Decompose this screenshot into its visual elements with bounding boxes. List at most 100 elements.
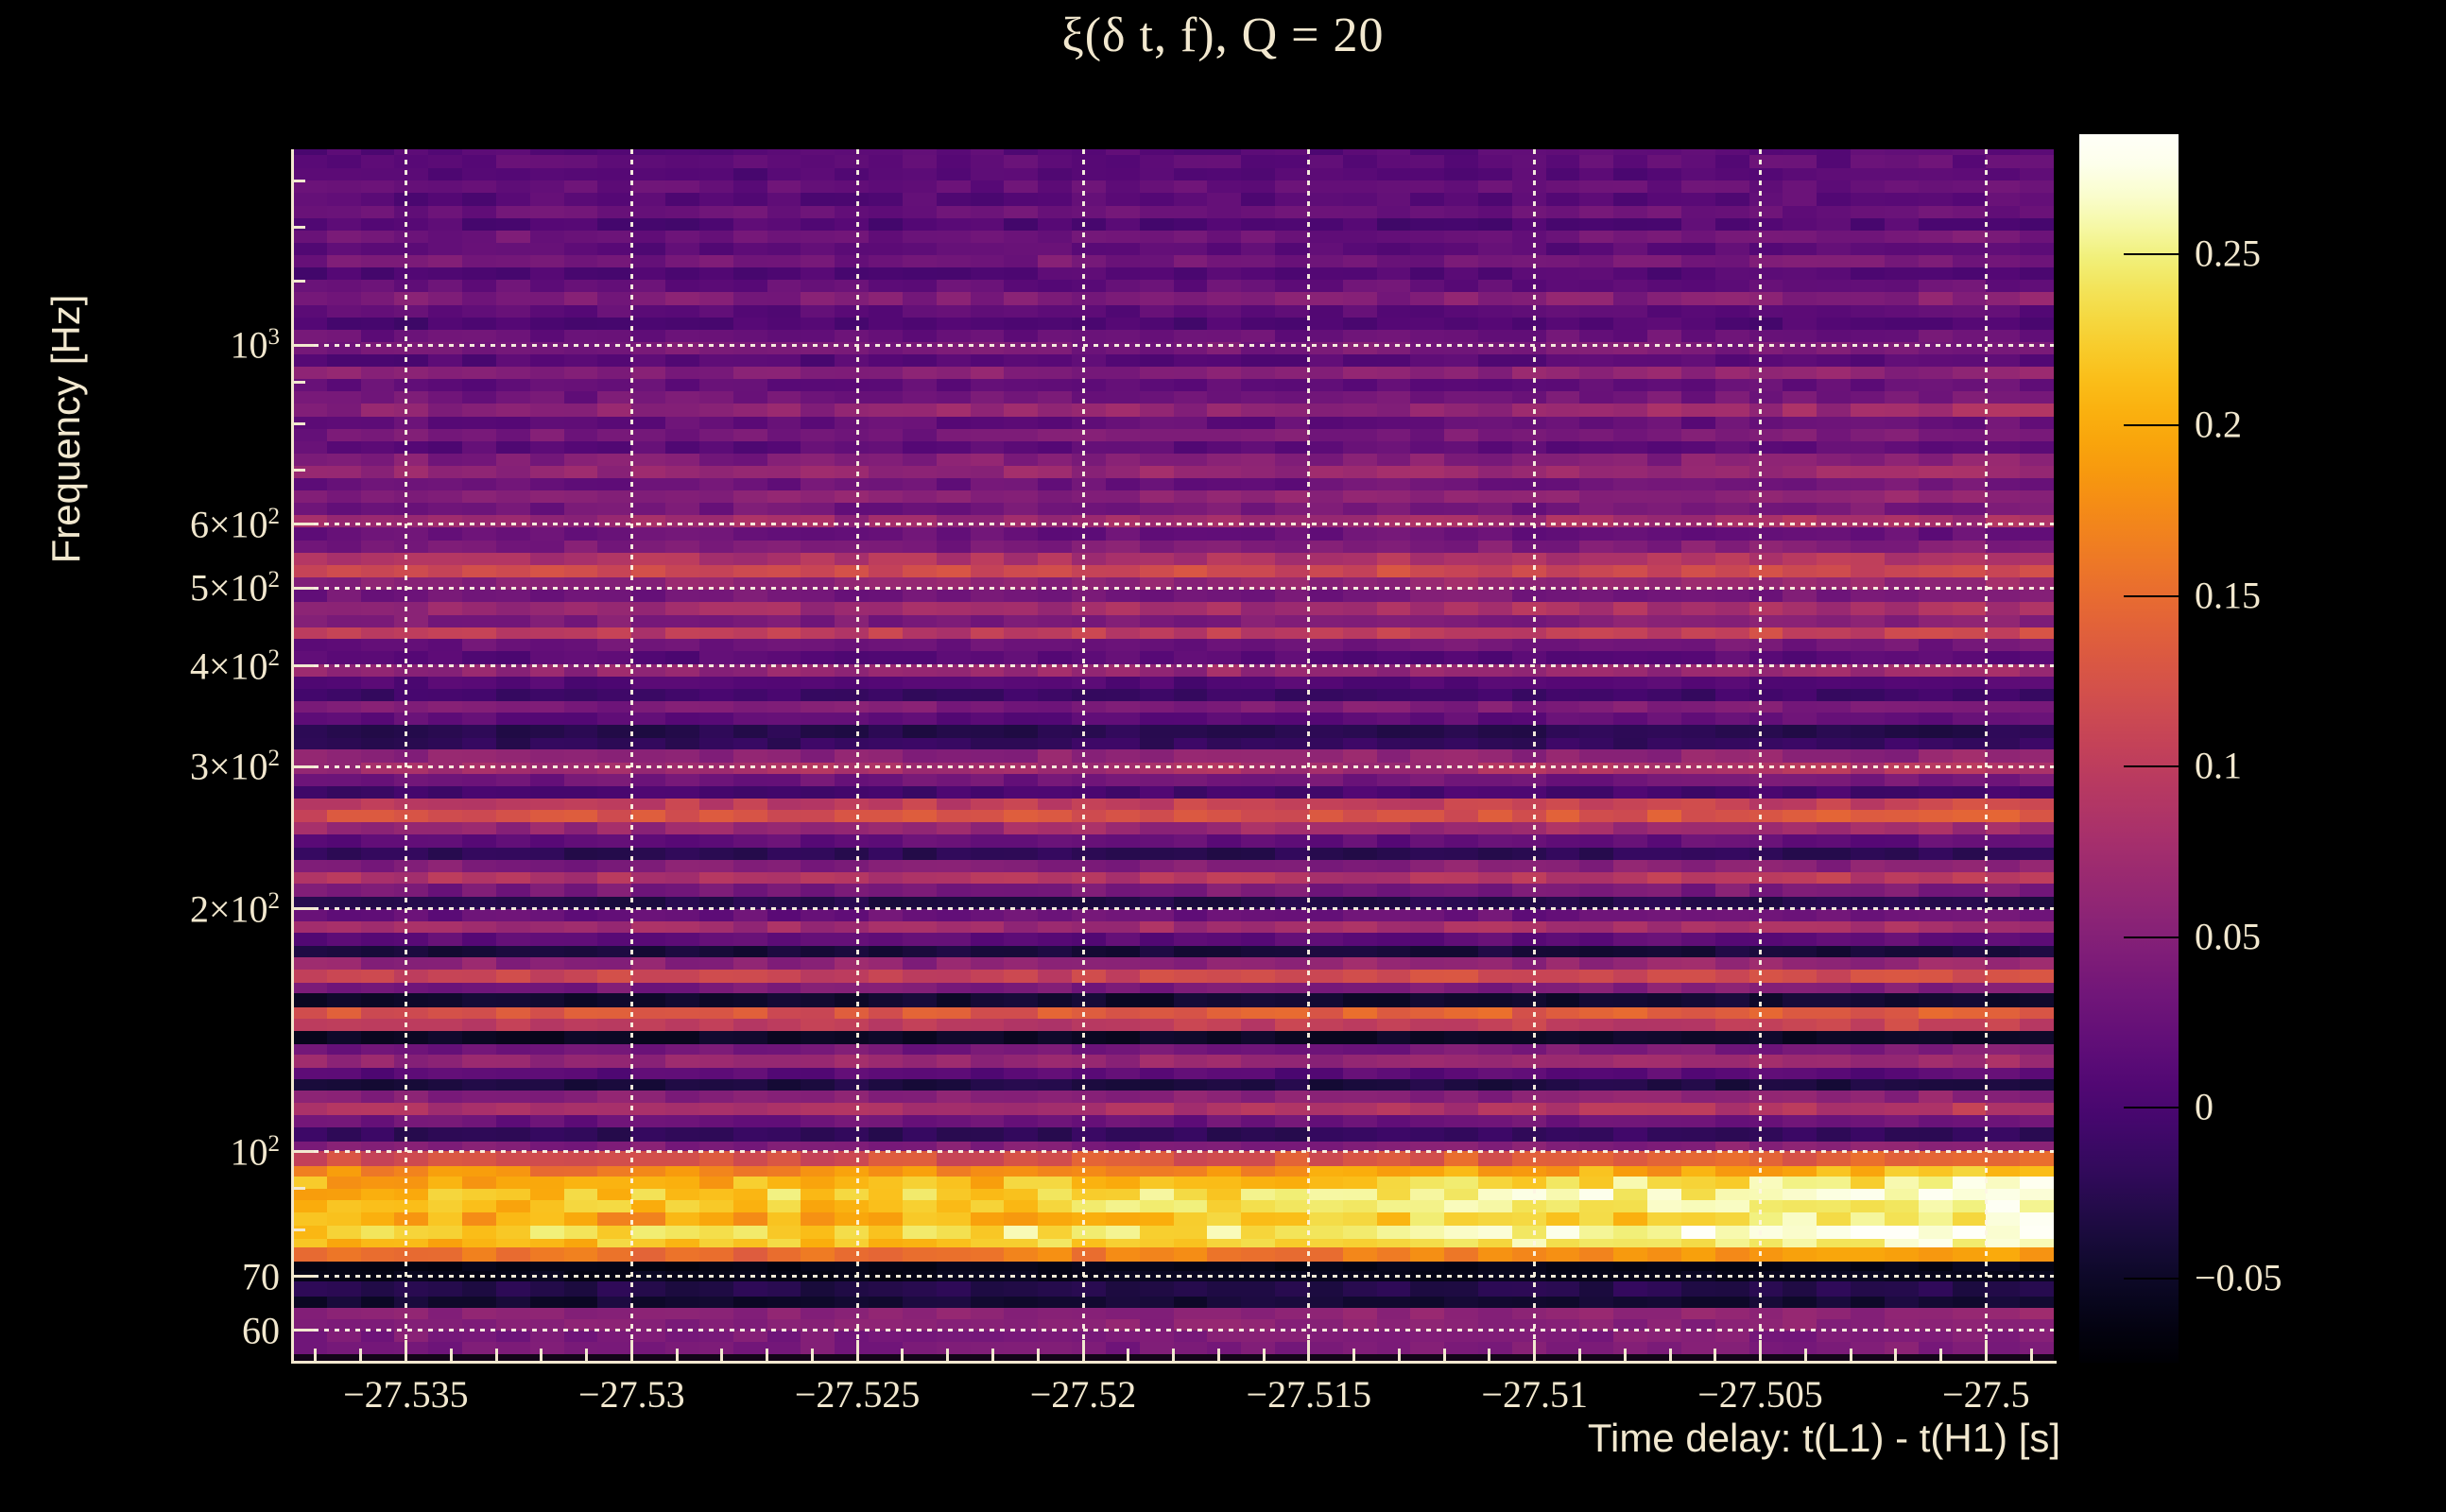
heatmap-cell xyxy=(1207,329,1242,342)
heatmap-cell xyxy=(1545,1151,1580,1166)
heatmap-cell xyxy=(1748,773,1783,786)
heatmap-row xyxy=(293,982,2054,994)
heatmap-cell xyxy=(1783,564,1817,578)
heatmap-cell xyxy=(902,155,937,168)
heatmap-cell xyxy=(1038,379,1073,392)
heatmap-cell xyxy=(1884,1225,1919,1239)
heatmap-cell xyxy=(462,1297,496,1308)
heatmap-cell xyxy=(394,822,429,835)
heatmap-cell xyxy=(631,1238,666,1248)
heatmap-cell xyxy=(1105,1247,1140,1263)
heatmap-cell xyxy=(1376,1238,1411,1248)
heatmap-cell xyxy=(665,217,699,231)
heatmap-cell xyxy=(1410,749,1445,763)
heatmap-cell xyxy=(936,602,971,615)
heatmap-cell xyxy=(767,205,801,218)
heatmap-cell xyxy=(1783,329,1817,342)
heatmap-cell xyxy=(293,725,327,738)
heatmap-cell xyxy=(495,1151,530,1166)
heatmap-cell xyxy=(1817,1225,1852,1239)
heatmap-cell xyxy=(529,453,564,466)
heatmap-cell xyxy=(326,799,361,811)
heatmap-cell xyxy=(1376,230,1411,243)
heatmap-cell xyxy=(1783,1225,1817,1239)
heatmap-cell xyxy=(902,490,937,504)
heatmap-cell xyxy=(293,267,327,281)
heatmap-cell xyxy=(1918,404,1953,417)
heatmap-cell xyxy=(1613,490,1648,504)
heatmap-cell xyxy=(1308,614,1343,627)
heatmap-cell xyxy=(1376,883,1411,897)
heatmap-cell xyxy=(462,317,496,330)
heatmap-cell xyxy=(1207,1031,1242,1044)
heatmap-cell xyxy=(1105,590,1140,603)
heatmap-cell xyxy=(936,280,971,293)
heatmap-cell xyxy=(1072,945,1106,958)
heatmap-cell xyxy=(1545,205,1580,218)
heatmap-cell xyxy=(1579,700,1614,713)
heatmap-cell xyxy=(1342,602,1377,615)
heatmap-cell xyxy=(1647,255,1681,268)
heatmap-cell xyxy=(631,810,666,823)
heatmap-cell xyxy=(1105,155,1140,168)
heatmap-cell xyxy=(835,230,870,243)
heatmap-cell xyxy=(1038,1280,1073,1297)
heatmap-row xyxy=(293,1006,2054,1020)
heatmap-cell xyxy=(2020,713,2054,726)
heatmap-cell xyxy=(1680,1247,1715,1263)
heatmap-cell xyxy=(360,749,395,763)
heatmap-cell xyxy=(529,379,564,392)
heatmap-cell xyxy=(1173,1200,1208,1213)
heatmap-cell xyxy=(529,367,564,380)
heatmap-cell xyxy=(1139,785,1174,799)
heatmap-cell xyxy=(1241,354,1276,368)
heatmap-cell xyxy=(767,677,801,689)
heatmap-cell xyxy=(1986,1054,2021,1068)
heatmap-cell xyxy=(869,614,903,627)
heatmap-cell xyxy=(1139,773,1174,786)
heatmap-cell xyxy=(1647,280,1681,293)
heatmap-cell xyxy=(1308,465,1343,479)
heatmap-cell xyxy=(1207,859,1242,872)
heatmap-cell xyxy=(1376,167,1411,181)
heatmap-cell xyxy=(563,872,598,884)
heatmap-cell xyxy=(1545,1188,1580,1201)
heatmap-cell xyxy=(326,627,361,640)
heatmap-cell xyxy=(767,982,801,994)
heatmap-cell xyxy=(1173,1091,1208,1103)
heatmap-cell xyxy=(1647,1078,1681,1091)
heatmap-cell xyxy=(1851,304,1885,318)
heatmap-cell xyxy=(801,713,835,726)
heatmap-cell xyxy=(970,932,1005,946)
heatmap-cell xyxy=(631,515,666,528)
heatmap-cell xyxy=(902,1054,937,1068)
heatmap-cell xyxy=(1647,416,1681,429)
heatmap-cell xyxy=(1004,217,1039,231)
heatmap-cell xyxy=(970,590,1005,603)
heatmap-cell xyxy=(1647,503,1681,516)
heatmap-cell xyxy=(597,391,632,404)
heatmap-cell xyxy=(1748,1200,1783,1213)
heatmap-cell xyxy=(428,527,463,541)
heatmap-cell xyxy=(869,602,903,615)
heatmap-cell xyxy=(1072,503,1106,516)
heatmap-cell xyxy=(1579,304,1614,318)
heatmap-cell xyxy=(767,478,801,491)
heatmap-cell xyxy=(2020,908,2054,921)
heatmap-cell xyxy=(1783,651,1817,664)
heatmap-cell xyxy=(1918,799,1953,811)
heatmap-cell xyxy=(1410,391,1445,404)
heatmap-row xyxy=(293,1102,2054,1115)
heatmap-cell xyxy=(1376,1114,1411,1128)
heatmap-cell xyxy=(936,700,971,713)
heatmap-cell xyxy=(1004,737,1039,750)
heatmap-cell xyxy=(529,329,564,342)
heatmap-cell xyxy=(1342,540,1377,553)
heatmap-cell xyxy=(665,354,699,368)
heatmap-cell xyxy=(1918,1177,1953,1189)
heatmap-cell xyxy=(1241,785,1276,799)
heatmap-cell xyxy=(1647,527,1681,541)
heatmap-cell xyxy=(394,1031,429,1044)
heatmap-cell xyxy=(801,404,835,417)
heatmap-cell xyxy=(1173,1177,1208,1189)
